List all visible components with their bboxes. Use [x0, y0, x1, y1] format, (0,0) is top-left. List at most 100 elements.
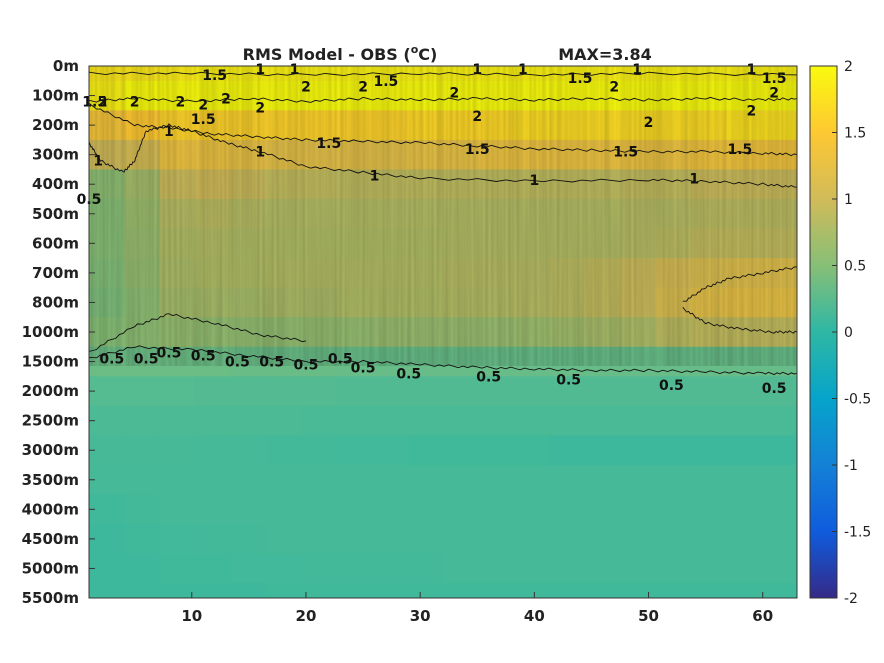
heatmap-cell — [549, 583, 586, 598]
heatmap-cell — [726, 405, 763, 437]
contour-label: 1 — [746, 62, 756, 78]
contour-label: 2 — [450, 86, 460, 102]
colorbar-tick-label: -1.5 — [844, 525, 871, 541]
heatmap-cell — [372, 524, 409, 555]
contour-label: 1.5 — [373, 74, 398, 90]
heatmap-cell — [372, 583, 409, 598]
heatmap-cell — [690, 524, 727, 555]
heatmap-cell — [301, 405, 338, 437]
heatmap-cell — [89, 583, 125, 598]
heatmap-cell — [655, 553, 692, 584]
heatmap-cell — [301, 494, 338, 525]
heatmap-cell — [584, 405, 621, 437]
heatmap-cell — [230, 553, 267, 584]
y-tick-label: 2500m — [22, 412, 79, 430]
colorbar-tick-label: 1.5 — [844, 126, 866, 142]
contour-label: 2 — [609, 80, 619, 96]
heatmap-cell — [407, 465, 444, 496]
colorbar-tick-label: 0.5 — [844, 259, 866, 275]
heatmap-cell — [159, 494, 196, 525]
heatmap-cell — [266, 405, 302, 437]
heatmap-cell — [266, 494, 302, 525]
heatmap-cell — [690, 376, 727, 407]
contour-label: 1 — [93, 154, 103, 170]
heatmap-cell — [407, 553, 444, 584]
heatmap-cell — [478, 435, 515, 466]
heatmap-cell — [478, 405, 515, 437]
heatmap-cell — [655, 494, 692, 525]
contour-label: 0.5 — [556, 372, 581, 388]
contour-label: 1.5 — [202, 68, 227, 84]
heatmap-cell — [407, 583, 444, 598]
y-tick-label: 100m — [32, 87, 79, 105]
y-tick-label: 1000m — [22, 323, 79, 341]
heatmap-cell — [655, 405, 692, 437]
x-axis: 10 20 30 40 50 60 — [181, 592, 773, 625]
colorbar-tick-label: 2 — [844, 59, 853, 75]
heatmap-cell — [549, 376, 586, 407]
x-tick-label: 50 — [638, 607, 659, 625]
contour-label: 2 — [644, 115, 654, 131]
heatmap-cell — [690, 583, 727, 598]
heatmap-cell — [266, 376, 302, 407]
contour-label: 1.5 — [568, 71, 593, 87]
heatmap-cell — [584, 583, 621, 598]
heatmap-cell — [230, 405, 267, 437]
heatmap-cell — [336, 376, 373, 407]
heatmap-cell — [620, 524, 656, 555]
heatmap-cell — [761, 583, 797, 598]
y-tick-label: 1500m — [22, 353, 79, 371]
heatmap-cell — [620, 405, 656, 437]
heatmap-cell — [195, 583, 232, 598]
heatmap-cell — [372, 405, 409, 437]
x-tick-label: 60 — [752, 607, 773, 625]
contour-label: 1 — [689, 171, 699, 187]
heatmap-cell — [159, 524, 196, 555]
max-label: MAX=3.84 — [558, 45, 652, 64]
x-tick-label: 10 — [181, 607, 202, 625]
heatmap-cell — [124, 465, 161, 496]
heatmap-cell — [301, 553, 338, 584]
heatmap-cell — [655, 435, 692, 466]
contour-label: 1.5 — [727, 142, 752, 158]
contour-label: 1 — [632, 62, 642, 78]
y-tick-label: 800m — [32, 293, 79, 311]
title-unit-sup: o — [411, 43, 419, 56]
y-axis: 0m 100m 200m 300m 400m 500m 600m 700m 800m 1000m 1… — [22, 57, 95, 607]
heatmap-cell — [478, 524, 515, 555]
heatmap-cell — [336, 465, 373, 496]
heatmap-cell — [726, 465, 763, 496]
heatmap-cell — [124, 376, 161, 407]
heatmap-cell — [726, 494, 763, 525]
y-tick-label: 5500m — [22, 589, 79, 607]
heatmap-cell — [266, 583, 302, 598]
heatmap-cell — [513, 553, 550, 584]
heatmap-cell — [407, 405, 444, 437]
heatmap-cell — [230, 376, 267, 407]
x-tick-label: 20 — [296, 607, 317, 625]
contour-label: 0.5 — [762, 381, 787, 397]
contour-label: 2 — [130, 94, 140, 110]
contour-label: 0.5 — [659, 378, 684, 394]
heatmap-cell — [513, 376, 550, 407]
contour-label: 1 — [255, 62, 265, 78]
heatmap-cell — [443, 405, 479, 437]
heatmap-cell — [195, 494, 232, 525]
heatmap-cell — [549, 435, 586, 466]
y-tick-label: 4000m — [22, 500, 79, 518]
heatmap-cell — [266, 553, 302, 584]
heatmap-cell — [195, 524, 232, 555]
heatmap-cell — [336, 494, 373, 525]
y-tick-label: 200m — [32, 116, 79, 134]
contour-line-0-5 — [89, 345, 797, 376]
heatmap-cell — [301, 435, 338, 466]
heatmap-cell — [690, 465, 727, 496]
contour-label: 1 — [164, 124, 174, 140]
colorbar-ticks: 2 1.5 1 0.5 0 -0.5 -1 -1.5 -2 — [832, 59, 871, 607]
heatmap-cell — [620, 465, 656, 496]
heatmap-cell — [124, 583, 161, 598]
heatmap-cell — [726, 583, 763, 598]
y-tick-label: 500m — [32, 205, 79, 223]
heatmap-cell — [584, 494, 621, 525]
